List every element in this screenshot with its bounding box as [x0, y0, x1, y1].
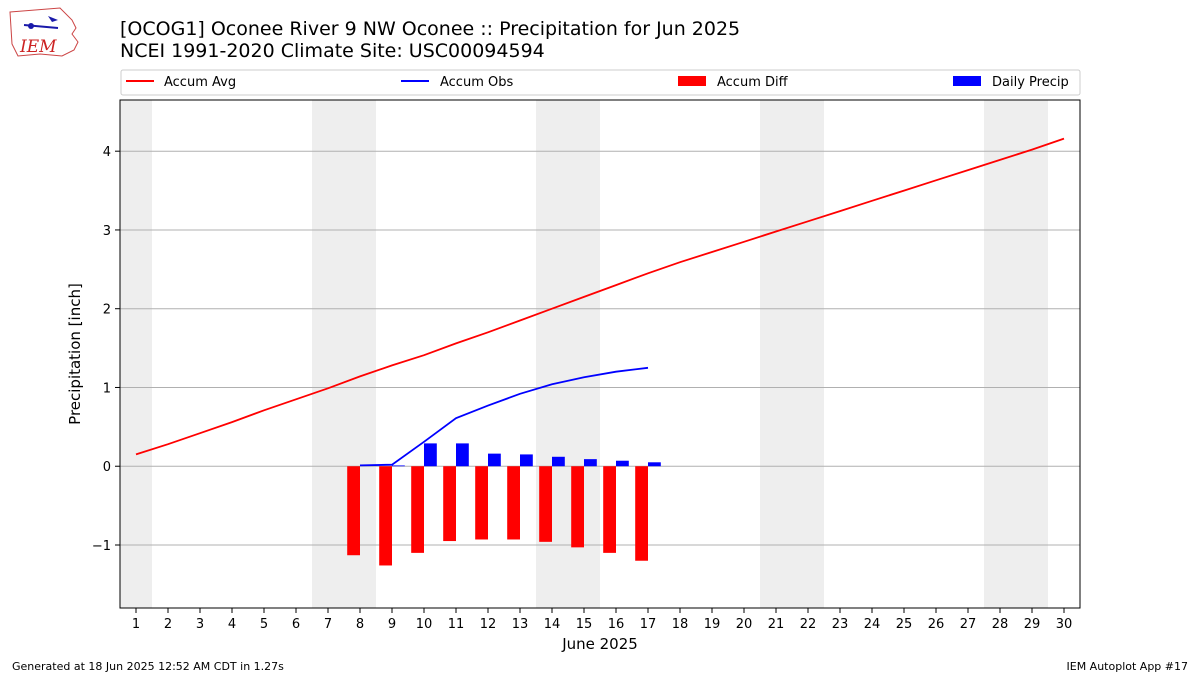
y-axis-label: Precipitation [inch] [66, 283, 84, 425]
x-tick-label-15: 15 [576, 617, 593, 632]
bar-daily-precip-16 [616, 460, 629, 467]
bar-accum-diff-14 [539, 466, 552, 542]
x-tick-label-8: 8 [356, 617, 364, 632]
bar-accum-diff-15 [571, 466, 584, 548]
bar-accum-diff-9 [379, 466, 392, 566]
bar-daily-precip-12 [488, 453, 501, 467]
x-tick-label-23: 23 [832, 617, 849, 632]
bar-daily-precip-15 [584, 459, 597, 467]
lines [135, 137, 1065, 467]
weekend-shade-0 [120, 100, 152, 608]
chart-subtitle: NCEI 1991-2020 Climate Site: USC00094594 [120, 40, 545, 62]
x-tick-label-3: 3 [196, 617, 204, 632]
x-tick-label-1: 1 [132, 617, 140, 632]
x-tick-label-26: 26 [928, 617, 945, 632]
bar-accum-diff-17 [635, 466, 648, 561]
x-tick-label-7: 7 [324, 617, 332, 632]
legend-label-accum-obs: Accum Obs [440, 75, 513, 90]
y-tick-label-1: 0 [103, 460, 111, 475]
bar-accum-diff-8 [347, 466, 360, 556]
logo-text: IEM [19, 37, 57, 57]
x-tick-label-25: 25 [896, 617, 913, 632]
bar-daily-precip-14 [552, 456, 565, 467]
chart-title: [OCOG1] Oconee River 9 NW Oconee :: Prec… [120, 18, 740, 40]
legend-label-accum-diff: Accum Diff [717, 75, 789, 90]
legend-label-daily-precip: Daily Precip [992, 75, 1069, 90]
x-axis-label: June 2025 [561, 635, 638, 653]
bar-daily-precip-11 [456, 443, 469, 467]
x-tick-label-21: 21 [768, 617, 785, 632]
bar-daily-precip-9 [392, 465, 405, 467]
plot-frame [119, 99, 1081, 609]
y-tick-label-4: 3 [103, 224, 111, 239]
y-tick-label-5: 4 [103, 145, 111, 160]
x-tick-label-24: 24 [864, 617, 881, 632]
weekend-shade-3 [760, 100, 824, 608]
x-tick-label-19: 19 [704, 617, 721, 632]
bar-accum-diff-11 [443, 466, 456, 542]
legend-swatch-daily-precip [953, 76, 981, 86]
bar-accum-diff-12 [475, 466, 488, 540]
x-tick-label-13: 13 [512, 617, 529, 632]
x-tick-label-27: 27 [960, 617, 977, 632]
x-tick-label-4: 4 [228, 617, 236, 632]
x-tick-label-2: 2 [164, 617, 172, 632]
legend: Accum Avg Accum Obs Accum Diff Daily Pre… [120, 69, 1081, 96]
x-tick-label-17: 17 [640, 617, 657, 632]
iowa-outline-icon [9, 7, 79, 57]
bars [347, 443, 661, 566]
y-axis-ticks: −1 0 1 2 3 4 [92, 145, 120, 554]
legend-box [120, 69, 1081, 96]
legend-label-accum-avg: Accum Avg [164, 75, 236, 90]
x-tick-label-29: 29 [1024, 617, 1041, 632]
x-tick-label-16: 16 [608, 617, 625, 632]
x-tick-label-20: 20 [736, 617, 753, 632]
iem-logo: IEM [9, 7, 79, 57]
weekend-shade-1 [312, 100, 376, 608]
weekend-shade-4 [984, 100, 1048, 608]
weather-sensor-icon [28, 23, 34, 29]
bar-daily-precip-13 [520, 454, 533, 467]
footer-generated: Generated at 18 Jun 2025 12:52 AM CDT in… [12, 660, 284, 673]
x-axis-ticks: 1 2 3 4 5 6 7 8 9 10 11 12 13 14 15 16 17 18 19 20 21 22 23 24 2… [132, 608, 1072, 632]
bar-accum-diff-16 [603, 466, 616, 553]
line-accum-obs [359, 366, 649, 467]
x-tick-label-10: 10 [416, 617, 433, 632]
y-tick-label-3: 2 [103, 303, 111, 318]
x-tick-label-28: 28 [992, 617, 1009, 632]
x-tick-label-30: 30 [1056, 617, 1073, 632]
bar-accum-diff-13 [507, 466, 520, 540]
x-tick-label-9: 9 [388, 617, 396, 632]
bar-daily-precip-10 [424, 443, 437, 467]
wind-vane-icon [48, 16, 58, 22]
bar-accum-diff-10 [411, 466, 424, 553]
line-accum-avg [135, 137, 1065, 456]
x-tick-label-6: 6 [292, 617, 300, 632]
x-tick-label-12: 12 [480, 617, 497, 632]
bar-daily-precip-17 [648, 462, 661, 467]
x-tick-label-22: 22 [800, 617, 817, 632]
x-tick-label-11: 11 [448, 617, 465, 632]
x-tick-label-18: 18 [672, 617, 689, 632]
x-tick-label-5: 5 [260, 617, 268, 632]
legend-swatch-accum-diff [678, 76, 706, 86]
x-tick-label-14: 14 [544, 617, 561, 632]
y-tick-label-0: −1 [92, 539, 111, 554]
grid-lines [120, 150, 1080, 546]
y-tick-label-2: 1 [103, 381, 111, 396]
footer-app: IEM Autoplot App #17 [1067, 660, 1189, 673]
